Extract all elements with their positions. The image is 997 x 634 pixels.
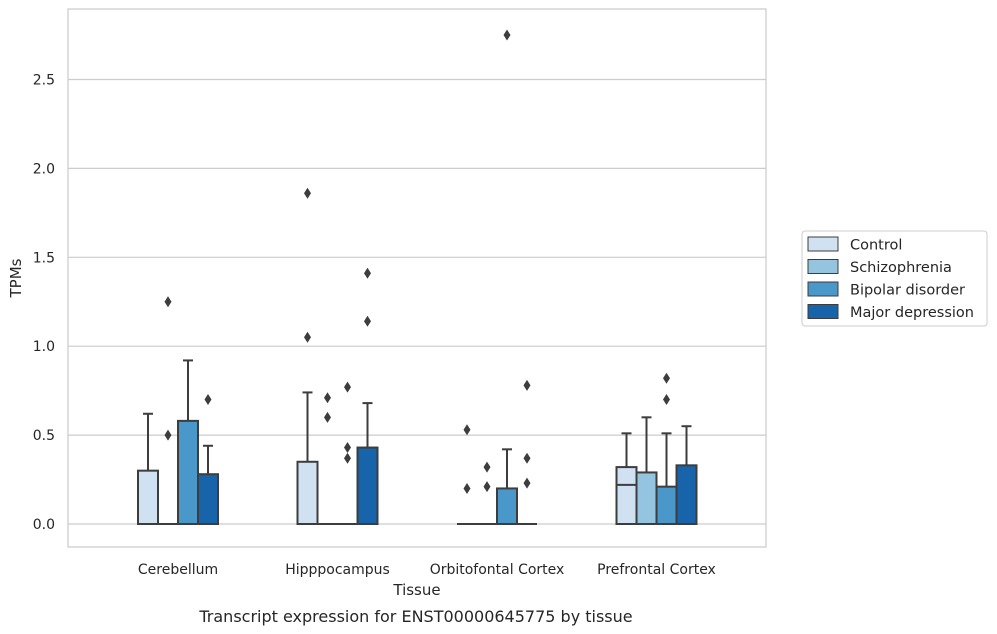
box-rect xyxy=(296,460,319,525)
x-tick-label: Hipppocampus xyxy=(285,562,390,578)
legend-swatch xyxy=(807,236,839,252)
legend: Control Schizophrenia Bipolar disorder Majo… xyxy=(801,230,988,327)
x-axis-label: Tissue xyxy=(392,581,440,599)
chart-caption: Transcript expression for ENST0000064577… xyxy=(198,607,632,626)
box-rect xyxy=(197,473,219,526)
grid-lines xyxy=(68,78,766,525)
box-rect xyxy=(137,469,159,526)
legend-frame xyxy=(801,230,988,327)
outlier-point xyxy=(344,381,351,393)
outlier-point xyxy=(344,442,351,454)
x-tick-labels: Cerebellum Hipppocampus Orbitofontal Corte… xyxy=(138,562,716,578)
boxes xyxy=(137,29,698,526)
box-major-depression xyxy=(197,394,219,526)
outlier-point xyxy=(324,411,331,423)
legend-swatch xyxy=(807,259,839,274)
box-rect xyxy=(615,466,638,526)
box-rect xyxy=(655,485,678,525)
box-rect xyxy=(675,464,698,525)
outlier-point xyxy=(364,267,371,279)
box-bipolar-disorder xyxy=(177,359,199,526)
y-tick-labels: 0.0 0.5 1.0 1.5 2.0 2.5 xyxy=(33,73,55,534)
legend-label: Bipolar disorder xyxy=(850,283,965,299)
outlier-point xyxy=(304,331,311,343)
box-rect xyxy=(177,419,199,526)
box-major-depression xyxy=(356,267,379,525)
legend-label: Schizophrenia xyxy=(850,260,952,276)
y-tick-label: 0.0 xyxy=(33,517,55,533)
outlier-point xyxy=(304,187,311,199)
box-rect xyxy=(496,487,518,526)
y-tick-label: 2.5 xyxy=(33,73,55,89)
outlier-point xyxy=(483,481,491,493)
box-schizophrenia xyxy=(158,296,178,525)
box-control xyxy=(615,432,638,526)
box-bipolar-disorder xyxy=(496,29,518,526)
box-schizophrenia xyxy=(635,416,658,525)
outlier-point xyxy=(663,372,670,384)
legend-label: Control xyxy=(850,238,902,254)
box-bipolar-disorder xyxy=(655,372,678,525)
box-major-depression xyxy=(675,425,698,525)
outlier-point xyxy=(483,461,491,473)
box-schizophrenia xyxy=(477,461,497,525)
box-bipolar-disorder xyxy=(337,381,358,525)
outlier-point xyxy=(364,315,371,327)
box-control xyxy=(137,412,159,526)
x-tick-label: Orbitofontal Cortex xyxy=(430,562,565,578)
x-tick-label: Cerebellum xyxy=(138,562,218,578)
y-axis-label: TPMs xyxy=(7,258,25,298)
outlier-point xyxy=(523,379,531,391)
x-tick-label: Prefrontal Cortex xyxy=(597,562,716,578)
legend-swatch xyxy=(807,304,839,319)
box-major-depression xyxy=(517,379,537,525)
outlier-point xyxy=(523,477,531,489)
y-tick-label: 2.0 xyxy=(33,161,55,177)
y-tick-label: 1.0 xyxy=(33,339,55,355)
y-tick-label: 0.5 xyxy=(33,428,55,444)
outlier-point xyxy=(463,424,471,436)
y-tick-label: 1.5 xyxy=(33,250,55,266)
box-rect xyxy=(635,471,658,525)
outlier-point xyxy=(324,392,331,404)
box-control xyxy=(296,187,319,525)
outlier-point xyxy=(344,452,351,464)
outlier-point xyxy=(164,429,172,441)
outlier-point xyxy=(164,296,172,308)
legend-label: Major depression xyxy=(850,305,974,321)
outlier-point xyxy=(463,482,471,494)
outlier-point xyxy=(663,394,670,406)
outlier-point xyxy=(523,452,531,464)
box-rect xyxy=(356,446,379,525)
box-control xyxy=(457,424,477,525)
plot-frame xyxy=(67,8,767,548)
outlier-point xyxy=(204,394,212,406)
legend-swatch xyxy=(807,281,839,297)
box-schizophrenia xyxy=(317,392,338,525)
outlier-point xyxy=(503,29,511,41)
